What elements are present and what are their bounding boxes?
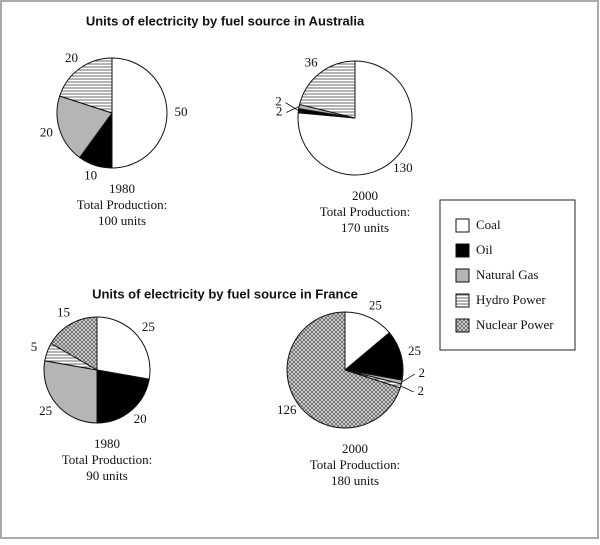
value-label: 25 (142, 319, 155, 334)
value-label: 2 (418, 365, 425, 380)
caption: 170 units (341, 220, 389, 235)
legend-label: Coal (476, 217, 501, 232)
pie-slice (299, 60, 356, 119)
pie-slice (111, 57, 168, 169)
caption: 2000 (342, 441, 368, 456)
legend-label: Nuclear Power (476, 317, 554, 332)
legend-label: Hydro Power (476, 292, 546, 307)
value-label: 2 (275, 94, 282, 109)
value-label: 10 (84, 168, 97, 183)
leader-line (285, 102, 299, 111)
pie-slice (56, 95, 113, 159)
value-label: 126 (277, 402, 297, 417)
value-label: 20 (65, 50, 78, 65)
value-label: 2 (276, 103, 283, 118)
legend-swatch (455, 243, 470, 258)
pie-slice (286, 311, 401, 429)
pie-slice (96, 369, 150, 424)
legend-label: Oil (476, 242, 493, 257)
chart-title: Units of electricity by fuel source in A… (86, 13, 365, 28)
legend-swatch (455, 318, 470, 333)
value-label: 2 (418, 383, 425, 398)
value-label: 50 (175, 104, 188, 119)
value-label: 25 (39, 403, 52, 418)
caption: 2000 (352, 188, 378, 203)
legend-swatch (455, 218, 470, 233)
caption: Total Production: (77, 197, 167, 212)
value-label: 20 (134, 411, 147, 426)
leader-line (286, 106, 300, 113)
caption: 1980 (94, 436, 120, 451)
caption: 90 units (86, 468, 128, 483)
value-label: 5 (31, 339, 38, 354)
value-label: 15 (57, 305, 70, 320)
leader-line (401, 373, 415, 383)
value-label: 20 (40, 125, 53, 140)
value-label: 25 (408, 343, 421, 358)
pie-slice (43, 360, 98, 424)
chart-title: Units of electricity by fuel source in F… (92, 286, 358, 301)
legend-swatch (455, 293, 470, 308)
caption: Total Production: (320, 204, 410, 219)
value-label: 25 (369, 298, 382, 313)
caption: 100 units (98, 213, 146, 228)
caption: 1980 (109, 181, 135, 196)
pie-slice (50, 316, 98, 371)
pie-slice (59, 57, 113, 114)
legend-swatch (455, 268, 470, 283)
legend-label: Natural Gas (476, 267, 538, 282)
caption: Total Production: (62, 452, 152, 467)
pie-slice (297, 60, 413, 176)
leader-line (400, 385, 414, 393)
value-label: 36 (305, 55, 319, 70)
caption: 180 units (331, 473, 379, 488)
caption: Total Production: (310, 457, 400, 472)
value-label: 130 (393, 160, 413, 175)
pie-slice (96, 316, 151, 380)
